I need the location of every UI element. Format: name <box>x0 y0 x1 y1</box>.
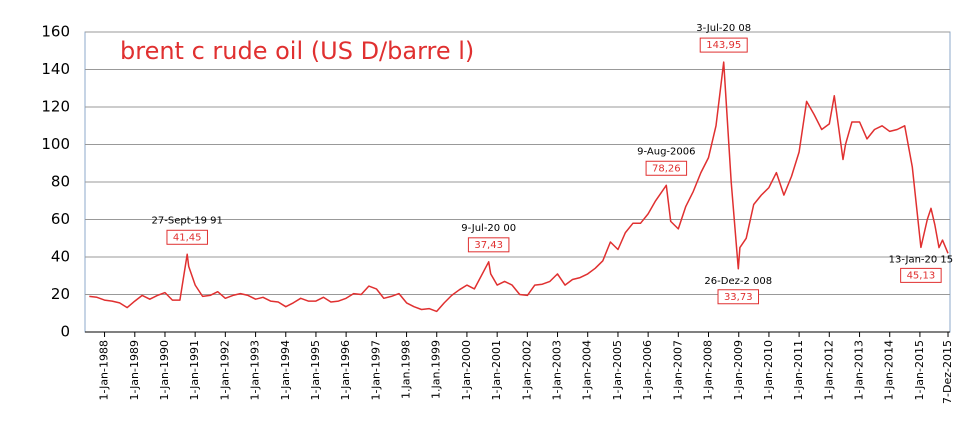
x-tick-label: 1-Jan-2002 <box>520 340 533 401</box>
annotation-box <box>717 289 760 305</box>
x-tick-label: 1-Jan-1990 <box>158 340 171 401</box>
annotation-date: 13-Jan-20 15 <box>889 254 954 265</box>
x-tick-label: 1-Jan-1995 <box>309 340 322 401</box>
annotation-box <box>645 160 688 176</box>
x-tick-label: 1-Jan-2009 <box>732 340 745 401</box>
x-tick-label: 1.Jan.1998 <box>400 340 413 399</box>
annotation-date: 3-Jul-20 08 <box>696 23 751 34</box>
y-tick-label: 60 <box>51 210 70 228</box>
x-tick-label: 1-Jan-2008 <box>701 340 714 401</box>
x-tick-label: 1-Jan-1994 <box>279 340 292 401</box>
annotation-date: 27-Sept-19 91 <box>152 215 223 226</box>
annotation-box <box>166 229 208 245</box>
annotation-box <box>467 237 510 253</box>
x-tick-label: 1-Jan-1997 <box>369 340 382 401</box>
y-tick-label: 20 <box>51 285 70 303</box>
x-tick-label: 1-Jan-2011 <box>792 340 805 401</box>
annotation-value: 45,13 <box>907 270 936 281</box>
y-tick-label: 80 <box>51 173 70 191</box>
annotation-value: 37,43 <box>474 240 503 251</box>
x-tick-label: 1-Jan-1993 <box>249 340 262 401</box>
x-tick-label: 1-Jan-2012 <box>822 340 835 401</box>
x-tick-label: 1-Jan-1989 <box>128 340 141 401</box>
x-tick-label: 1-Jan-1992 <box>218 340 231 401</box>
annotation-value: 143,95 <box>706 40 741 51</box>
x-tick-label: 1.Jan.1999 <box>430 340 443 399</box>
annotation-date: 26-Dez-2 008 <box>704 276 772 287</box>
x-tick-label: 1-Jan-2004 <box>581 340 594 401</box>
chart-title: brent c rude oil (US D/barre l) <box>120 37 474 65</box>
y-tick-label: 120 <box>41 98 70 116</box>
annotation-box <box>900 267 942 283</box>
x-tick-label: 1-Jan-2001 <box>490 340 503 401</box>
y-tick-label: 100 <box>41 135 70 153</box>
x-tick-label: 1-Jan-2003 <box>551 340 564 401</box>
x-tick-label: 1-Jan-1996 <box>339 340 352 401</box>
annotation-date: 9-Jul-20 00 <box>461 223 516 234</box>
x-tick-label: 1-Jan-2015 <box>913 340 926 401</box>
annotation-date: 9-Aug-2006 <box>637 146 695 157</box>
x-tick-label: 7-Dez-2015 <box>941 340 954 404</box>
price-line <box>89 61 949 313</box>
annotation-value: 33,73 <box>724 292 753 303</box>
y-tick-label: 40 <box>51 248 70 266</box>
annotation-value: 78,26 <box>652 163 681 174</box>
x-tick-label: 1-Jan-2013 <box>853 340 866 401</box>
x-tick-label: 1-Jan-2000 <box>460 340 473 401</box>
y-tick-label: 160 <box>41 23 70 41</box>
annotation-box <box>699 37 748 53</box>
x-tick-label: 1-Jan-2005 <box>611 340 624 401</box>
x-tick-label: 1-Jan-2006 <box>641 340 654 401</box>
annotation-value: 41,45 <box>173 232 202 243</box>
y-tick-label: 140 <box>41 60 70 78</box>
x-tick-label: 1-Jan-1991 <box>188 340 201 401</box>
x-tick-label: 1-Jan-2010 <box>762 340 775 401</box>
x-tick-label: 1-Jan-1988 <box>98 340 111 401</box>
x-tick-label: 1-Jan-2014 <box>883 340 896 401</box>
y-tick-label: 0 <box>60 323 70 341</box>
x-tick-label: 1-Jan-2007 <box>671 340 684 401</box>
